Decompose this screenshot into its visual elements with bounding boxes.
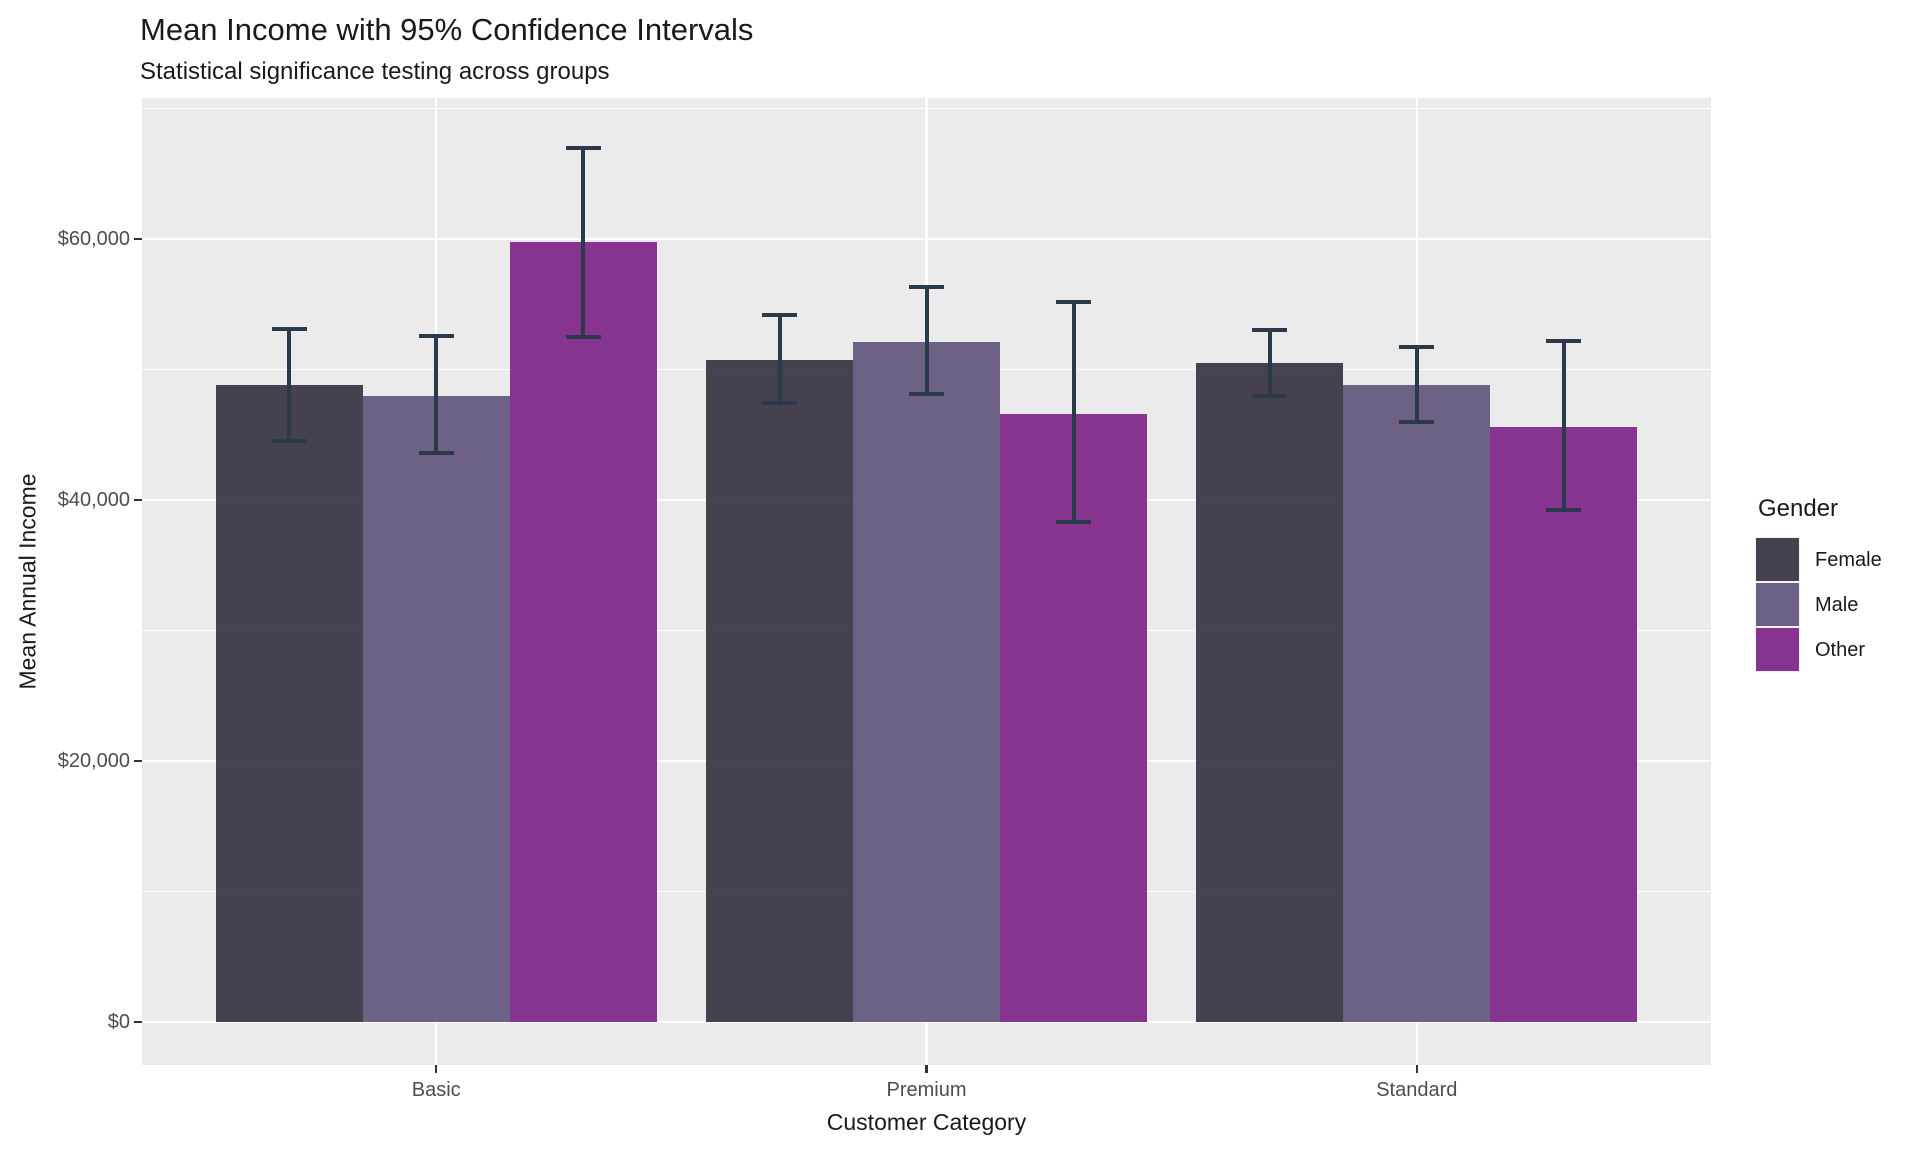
legend-swatch-female	[1756, 538, 1799, 581]
errorbar-cap-bottom-premium-other	[1056, 520, 1091, 525]
errorbar-cap-top-premium-other	[1056, 299, 1091, 304]
legend-swatch-male	[1756, 583, 1799, 626]
bar-basic-other	[509, 241, 657, 1022]
legend-label-female: Female	[1815, 548, 1882, 571]
errorbar-cap-bottom-standard-male	[1399, 419, 1435, 424]
errorbar-cap-bottom-premium-male	[909, 392, 944, 397]
bar-premium-female	[706, 360, 853, 1022]
errorbar-line-standard-female	[1267, 330, 1272, 396]
legend-label-male: Male	[1815, 593, 1859, 616]
errorbar-cap-top-premium-female	[762, 312, 797, 317]
errorbar-cap-bottom-standard-female	[1252, 393, 1288, 398]
errorbar-cap-top-standard-male	[1399, 345, 1435, 350]
x-tick-label: Basic	[411, 1079, 461, 1101]
errorbar-line-premium-male	[924, 287, 929, 395]
x-tick-label: Premium	[886, 1079, 967, 1101]
y-axis-title: Mean Annual Income	[14, 472, 41, 690]
bar-standard-male	[1343, 385, 1491, 1022]
legend-label-other: Other	[1815, 638, 1866, 661]
legend-title: Gender	[1758, 495, 1839, 522]
x-axis-title: Customer Category	[826, 1109, 1027, 1135]
legend-swatch-other	[1756, 628, 1799, 671]
errorbar-cap-bottom-basic-female	[271, 439, 307, 444]
errorbar-cap-bottom-basic-male	[418, 451, 454, 456]
y-tick-mark	[134, 237, 142, 241]
errorbar-line-basic-other	[581, 147, 586, 337]
errorbar-cap-top-standard-other	[1546, 338, 1582, 343]
bar-basic-female	[215, 385, 363, 1022]
errorbar-line-standard-male	[1414, 347, 1419, 422]
errorbar-cap-top-standard-female	[1252, 328, 1288, 333]
errorbar-cap-top-basic-male	[418, 333, 454, 338]
errorbar-line-basic-female	[287, 329, 292, 442]
y-tick-mark	[134, 759, 142, 763]
x-tick-mark	[434, 1065, 438, 1073]
chart-subtitle: Statistical significance testing across …	[140, 58, 610, 85]
errorbar-cap-bottom-basic-other	[565, 334, 601, 339]
bar-standard-other	[1490, 426, 1638, 1022]
y-tick-mark	[134, 498, 142, 502]
y-tick-label: $60,000	[57, 228, 130, 250]
y-tick-label: $0	[107, 1011, 130, 1033]
errorbar-cap-top-basic-other	[565, 145, 601, 150]
errorbar-line-premium-other	[1071, 301, 1076, 523]
errorbar-cap-bottom-premium-female	[762, 401, 797, 406]
y-tick-mark	[134, 1020, 142, 1024]
errorbar-line-premium-female	[777, 314, 782, 404]
plot-panel	[142, 98, 1711, 1065]
x-tick-mark	[925, 1065, 928, 1073]
bar-basic-male	[362, 395, 510, 1022]
errorbar-cap-bottom-standard-other	[1546, 508, 1582, 513]
errorbar-cap-top-basic-female	[271, 327, 307, 332]
errorbar-line-basic-male	[434, 335, 439, 453]
bar-premium-male	[853, 342, 1000, 1022]
x-tick-label: Standard	[1376, 1079, 1458, 1101]
y-tick-label: $40,000	[57, 489, 130, 511]
y-tick-label: $20,000	[57, 750, 130, 772]
chart-title: Mean Income with 95% Confidence Interval…	[140, 12, 754, 47]
bar-standard-female	[1196, 362, 1344, 1022]
errorbar-cap-top-premium-male	[909, 285, 944, 290]
errorbar-line-standard-other	[1561, 340, 1566, 511]
x-tick-mark	[1415, 1065, 1419, 1073]
